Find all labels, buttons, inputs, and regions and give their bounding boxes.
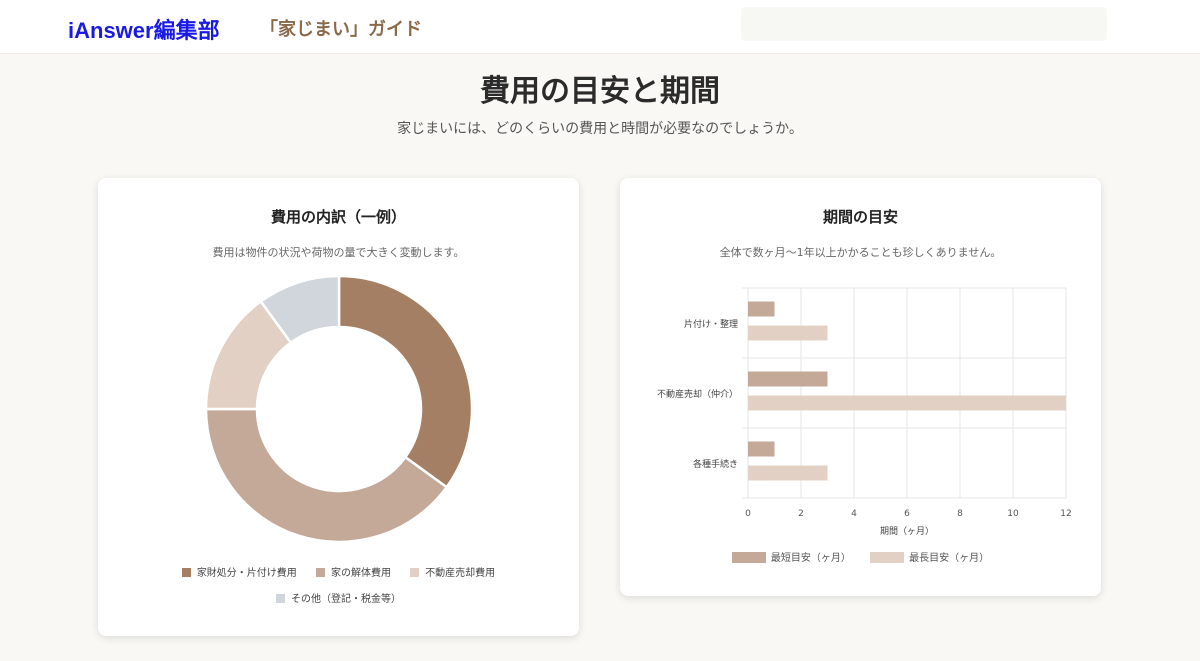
period-legend: 最短目安（ヶ月） 最長目安（ヶ月）	[620, 549, 1101, 564]
x-tick-label: 10	[1007, 509, 1019, 519]
page-title: 費用の目安と期間	[480, 74, 720, 109]
x-tick-label: 0	[745, 509, 751, 519]
legend-item[interactable]: 最長目安（ヶ月）	[870, 549, 989, 564]
pie-slice[interactable]	[204, 407, 449, 544]
legend-label: 不動産売却費用	[425, 568, 496, 579]
legend-swatch	[410, 568, 420, 577]
legend-swatch	[870, 552, 905, 563]
bar[interactable]	[748, 465, 828, 481]
x-tick-label: 4	[851, 509, 857, 519]
cost-card-description: 費用は物件の状況や荷物の量で大きく変動します。	[212, 246, 465, 259]
header-placeholder-box	[741, 7, 1107, 41]
period-card-title: 期間の目安	[822, 208, 898, 226]
legend-swatch	[731, 552, 766, 563]
guide-title[interactable]: 「家じまい」ガイド	[260, 19, 422, 40]
pie-slice[interactable]	[259, 276, 341, 345]
y-category-label: 不動産売却（仲介）	[657, 388, 738, 400]
legend-label: 最長目安（ヶ月）	[909, 553, 990, 564]
legend-item[interactable]: 最短目安（ヶ月）	[731, 549, 851, 564]
y-category-label: 各種手続き	[693, 458, 738, 470]
cost-breakdown-card: 費用の内訳（一例） 費用は物件の状況や荷物の量で大きく変動します。 家財処分・片…	[98, 178, 579, 636]
bar[interactable]	[748, 395, 1066, 411]
x-tick-label: 6	[904, 509, 910, 519]
page-subtitle: 家じまいには、どのくらいの費用と時間が必要なのでしょうか。	[397, 121, 803, 137]
legend-swatch	[316, 568, 325, 577]
period-card-description: 全体で数ヶ月〜1年以上かかることも珍しくありません。	[719, 246, 1002, 259]
legend-label: 家財処分・片付け費用	[196, 568, 297, 579]
legend-swatch	[276, 594, 285, 603]
bar[interactable]	[748, 325, 828, 341]
cost-doughnut-chart	[204, 276, 474, 544]
bar[interactable]	[748, 441, 775, 457]
brand-logo[interactable]: iAnswer編集部	[68, 18, 220, 43]
top-bar: iAnswer編集部 「家じまい」ガイド	[0, 0, 1200, 54]
legend-swatch	[181, 568, 191, 577]
legend-item[interactable]: 家の解体費用	[316, 564, 391, 579]
x-tick-label: 2	[798, 509, 804, 519]
cost-card-title: 費用の内訳（一例）	[270, 208, 406, 226]
legend-label: 最短目安（ヶ月）	[770, 553, 851, 564]
legend-item[interactable]: 不動産売却費用	[410, 564, 495, 579]
bar[interactable]	[748, 301, 775, 317]
legend-item[interactable]: 家財処分・片付け費用	[181, 564, 297, 579]
x-tick-label: 12	[1060, 509, 1071, 519]
x-axis-label: 期間（ヶ月）	[880, 526, 934, 537]
pie-slice[interactable]	[337, 276, 474, 489]
legend-label: 家の解体費用	[331, 568, 391, 579]
cost-legend-row-1: 家財処分・片付け費用 家の解体費用 不動産売却費用	[98, 564, 579, 579]
x-tick-label: 8	[957, 509, 963, 519]
y-category-label: 片付け・整理	[684, 318, 738, 330]
legend-item[interactable]: その他（登記・税金等）	[276, 590, 401, 605]
cost-legend-row-2: その他（登記・税金等）	[98, 590, 579, 605]
legend-label: その他（登記・税金等）	[291, 594, 401, 605]
bar[interactable]	[748, 371, 828, 387]
period-card: 期間の目安 全体で数ヶ月〜1年以上かかることも珍しくありません。 0 2 4 6 8 10…	[620, 178, 1101, 596]
